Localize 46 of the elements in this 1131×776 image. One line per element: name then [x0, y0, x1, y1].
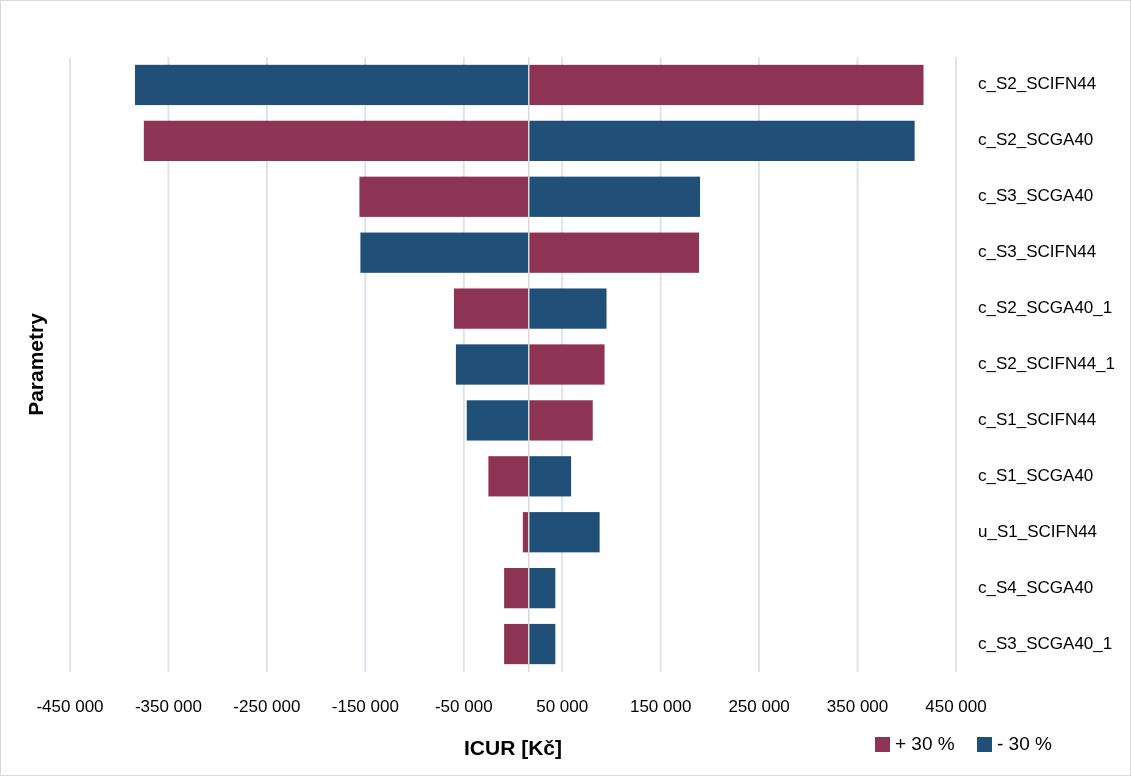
bar: [134, 64, 529, 106]
bar: [359, 176, 529, 217]
y-tick-label: c_S1_SCIFN44: [978, 409, 1097, 429]
x-tick-label: -450 000: [36, 697, 104, 716]
y-tick-label: c_S3_SCIFN44: [978, 242, 1097, 262]
bar: [528, 288, 607, 329]
y-axis-title: Parametry: [24, 312, 47, 416]
y-tick-label: c_S2_SCGA40_1: [978, 298, 1113, 318]
x-tick-label: 150 000: [629, 697, 692, 716]
bar: [528, 176, 701, 217]
y-tick-label: c_S2_SCIFN44: [978, 74, 1097, 94]
bar: [528, 512, 600, 553]
y-tick-label: c_S3_SCGA40_1: [978, 633, 1113, 653]
bar: [528, 344, 605, 385]
x-tick-label: 50 000: [536, 697, 589, 716]
bar: [360, 232, 529, 273]
bar: [504, 623, 529, 665]
y-tick-label: c_S2_SCIFN44_1: [978, 353, 1116, 373]
y-tick-label: c_S2_SCGA40: [978, 130, 1094, 150]
bar: [528, 623, 556, 665]
x-tick-label: -150 000: [331, 697, 399, 716]
bar: [453, 288, 529, 329]
bar: [528, 64, 924, 106]
bar: [528, 568, 556, 609]
bar: [143, 120, 529, 161]
x-axis-title: ICUR [Kč]: [464, 736, 562, 759]
y-tick-label: c_S1_SCGA40: [978, 465, 1094, 485]
bar: [466, 400, 529, 441]
x-tick-label: 450 000: [925, 697, 987, 716]
y-tick-label: c_S3_SCGA40: [978, 186, 1094, 206]
bar: [504, 568, 529, 609]
bar: [528, 232, 700, 273]
x-tick-label: -250 000: [233, 697, 301, 716]
x-tick-label: -350 000: [134, 697, 203, 716]
bar: [488, 456, 529, 497]
bar: [455, 344, 529, 385]
legend-label: - 30 %: [997, 733, 1053, 755]
bar: [528, 120, 915, 161]
legend-label: + 30 %: [895, 733, 955, 755]
x-tick-label: 250 000: [728, 697, 790, 716]
y-tick-label: c_S4_SCGA40: [978, 577, 1094, 597]
y-tick-label: u_S1_SCIFN44: [978, 521, 1098, 541]
bar: [528, 456, 572, 497]
x-tick-label: -50 000: [434, 697, 493, 716]
bar: [528, 400, 593, 441]
x-tick-label: 350 000: [826, 697, 889, 716]
